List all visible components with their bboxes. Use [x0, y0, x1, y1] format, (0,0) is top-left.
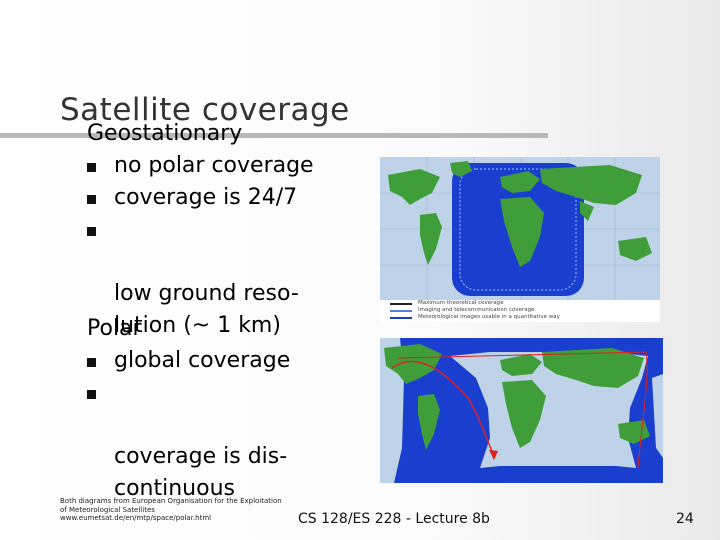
legend-item: Meteorological images usable in a quanti…	[390, 314, 560, 320]
legend-swatch	[390, 310, 412, 312]
polar-heading: Polar	[87, 316, 142, 341]
bullet-text: low ground reso- lution (~ 1 km)	[114, 281, 299, 338]
legend-label: Maximum theoretical coverage	[418, 300, 504, 306]
square-bullet-icon	[87, 390, 96, 399]
legend-label: Imaging and telecommunication coverage	[418, 307, 535, 313]
orbit-track-line	[637, 351, 648, 469]
coverage-legend: Maximum theoretical coverage Imaging and…	[380, 300, 660, 322]
square-bullet-icon	[87, 163, 96, 172]
bullet-text: coverage is 24/7	[114, 185, 298, 210]
list-item: coverage is 24/7	[87, 182, 372, 214]
legend-label: Meteorological images usable in a quanti…	[418, 314, 560, 320]
title-rule	[0, 133, 548, 138]
usable-coverage-outline	[459, 168, 577, 291]
bullet-text: no polar coverage	[114, 153, 314, 178]
bullet-text: global coverage	[114, 348, 291, 373]
polar-bullets: global coverage coverage is dis- continu…	[87, 345, 372, 505]
square-bullet-icon	[87, 358, 96, 367]
legend-item: Imaging and telecommunication coverage	[390, 307, 535, 313]
geostationary-heading: Geostationary	[87, 121, 243, 146]
square-bullet-icon	[87, 227, 96, 236]
geostationary-map-graphic	[380, 157, 660, 300]
polar-section: Polar global coverage coverage is dis- c…	[87, 313, 372, 505]
list-item: low ground reso- lution (~ 1 km)	[87, 214, 372, 342]
slide-footer: CS 128/ES 228 - Lecture 8b	[298, 511, 490, 527]
legend-swatch	[390, 303, 412, 305]
orbit-track-line	[397, 351, 647, 359]
geostationary-bullets: no polar coverage coverage is 24/7 low g…	[87, 150, 372, 342]
square-bullet-icon	[87, 195, 96, 204]
geostationary-section: Geostationary no polar coverage coverage…	[87, 118, 372, 342]
list-item: global coverage	[87, 345, 372, 377]
gap-region-east	[652, 374, 663, 458]
bullet-text: coverage is dis- continuous	[114, 444, 288, 501]
slide-title: Satellite coverage	[60, 92, 350, 128]
orbit-direction-arrow-icon	[489, 450, 498, 460]
image-credit-caption: Both diagrams from European Organisation…	[60, 497, 282, 522]
list-item: no polar coverage	[87, 150, 372, 182]
gap-region-west	[380, 338, 404, 483]
land-masses	[388, 161, 652, 267]
polar-coverage-map	[380, 338, 663, 483]
geostationary-coverage-map	[380, 157, 660, 300]
polar-map-graphic	[380, 338, 663, 483]
legend-swatch	[390, 317, 412, 319]
legend-item: Maximum theoretical coverage	[390, 300, 504, 306]
list-item: coverage is dis- continuous	[87, 377, 372, 505]
land-masses	[384, 344, 650, 450]
page-number: 24	[676, 511, 694, 527]
orbit-track-line	[391, 360, 495, 457]
